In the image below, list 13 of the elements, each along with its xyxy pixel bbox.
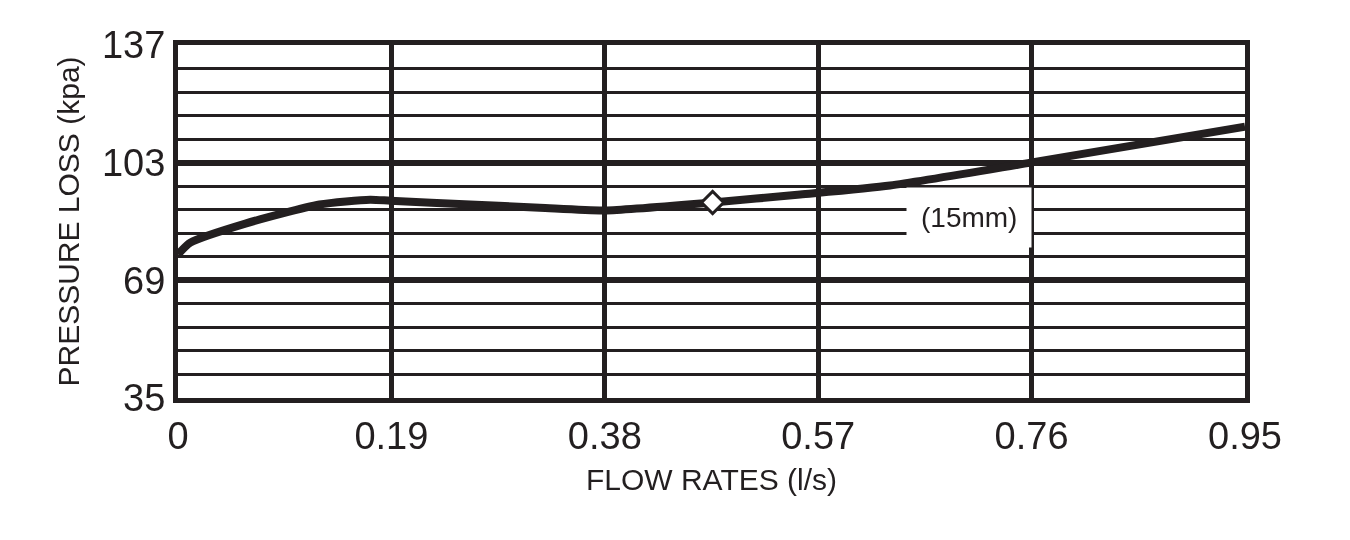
y-axis-title: PRESSURE LOSS (kpa) [51,56,85,387]
y-tick-label: 103 [101,141,166,184]
x-axis-title: FLOW RATES (l/s) [585,463,838,497]
x-tick-label: 0.19 [354,414,429,457]
y-tick-label: 137 [101,24,166,67]
annotation: (15mm) [921,202,1018,233]
x-tick-label: 0.95 [1208,414,1282,457]
x-tick-label: 0.76 [994,414,1069,457]
x-tick-label: 0 [167,414,189,457]
x-tick-label: 0.57 [781,414,856,457]
y-tick-label: 69 [123,259,166,302]
x-tick-label: 0.38 [567,414,642,457]
y-tick-label: 35 [123,377,166,420]
